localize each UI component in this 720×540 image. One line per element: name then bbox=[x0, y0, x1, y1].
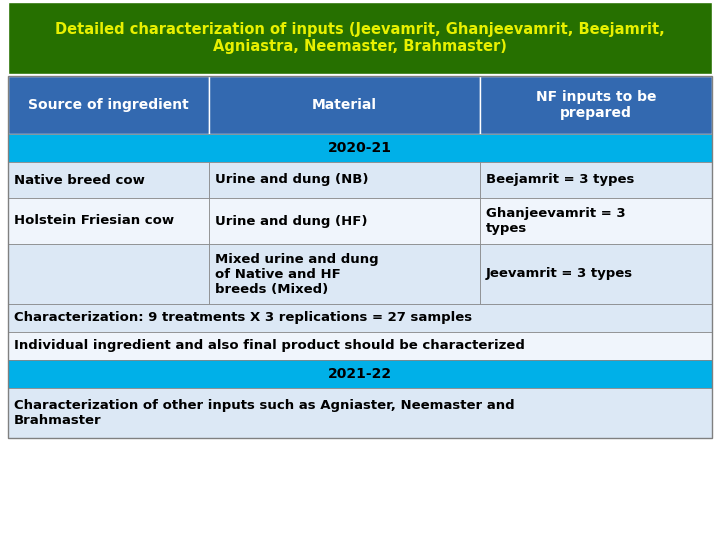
Bar bbox=[209, 198, 480, 244]
Bar bbox=[8, 162, 209, 198]
Bar bbox=[8, 332, 712, 360]
Text: Characterization of other inputs such as Agniaster, Neemaster and
Brahmaster: Characterization of other inputs such as… bbox=[14, 399, 515, 427]
Text: Detailed characterization of inputs (Jeevamrit, Ghanjeevamrit, Beejamrit,
Agnias: Detailed characterization of inputs (Jee… bbox=[55, 22, 665, 54]
Text: Urine and dung (NB): Urine and dung (NB) bbox=[215, 173, 368, 186]
Text: Material: Material bbox=[312, 98, 377, 112]
Bar bbox=[8, 134, 712, 162]
Text: Holstein Friesian cow: Holstein Friesian cow bbox=[14, 214, 174, 227]
Bar bbox=[8, 76, 209, 134]
Text: Jeevamrit = 3 types: Jeevamrit = 3 types bbox=[486, 267, 633, 280]
Bar bbox=[480, 244, 712, 304]
Bar bbox=[8, 304, 712, 332]
Bar bbox=[8, 198, 209, 244]
Text: NF inputs to be
prepared: NF inputs to be prepared bbox=[536, 90, 656, 120]
Bar bbox=[8, 244, 209, 304]
Bar bbox=[8, 388, 712, 438]
Bar bbox=[209, 162, 480, 198]
Text: Beejamrit = 3 types: Beejamrit = 3 types bbox=[486, 173, 634, 186]
Text: Mixed urine and dung
of Native and HF
breeds (Mixed): Mixed urine and dung of Native and HF br… bbox=[215, 253, 378, 295]
Bar bbox=[480, 198, 712, 244]
Bar bbox=[8, 360, 712, 388]
Text: Urine and dung (HF): Urine and dung (HF) bbox=[215, 214, 367, 227]
Bar bbox=[480, 76, 712, 134]
Text: 2021-22: 2021-22 bbox=[328, 367, 392, 381]
Text: Individual ingredient and also final product should be characterized: Individual ingredient and also final pro… bbox=[14, 340, 525, 353]
Bar bbox=[8, 2, 712, 74]
Text: Native breed cow: Native breed cow bbox=[14, 173, 145, 186]
Bar bbox=[209, 76, 480, 134]
Bar bbox=[480, 162, 712, 198]
Bar bbox=[8, 76, 712, 438]
Bar bbox=[209, 244, 480, 304]
Text: Ghanjeevamrit = 3
types: Ghanjeevamrit = 3 types bbox=[486, 207, 625, 235]
Text: Characterization: 9 treatments X 3 replications = 27 samples: Characterization: 9 treatments X 3 repli… bbox=[14, 312, 472, 325]
Bar bbox=[8, 76, 712, 134]
Text: Source of ingredient: Source of ingredient bbox=[28, 98, 189, 112]
Text: 2020-21: 2020-21 bbox=[328, 141, 392, 155]
